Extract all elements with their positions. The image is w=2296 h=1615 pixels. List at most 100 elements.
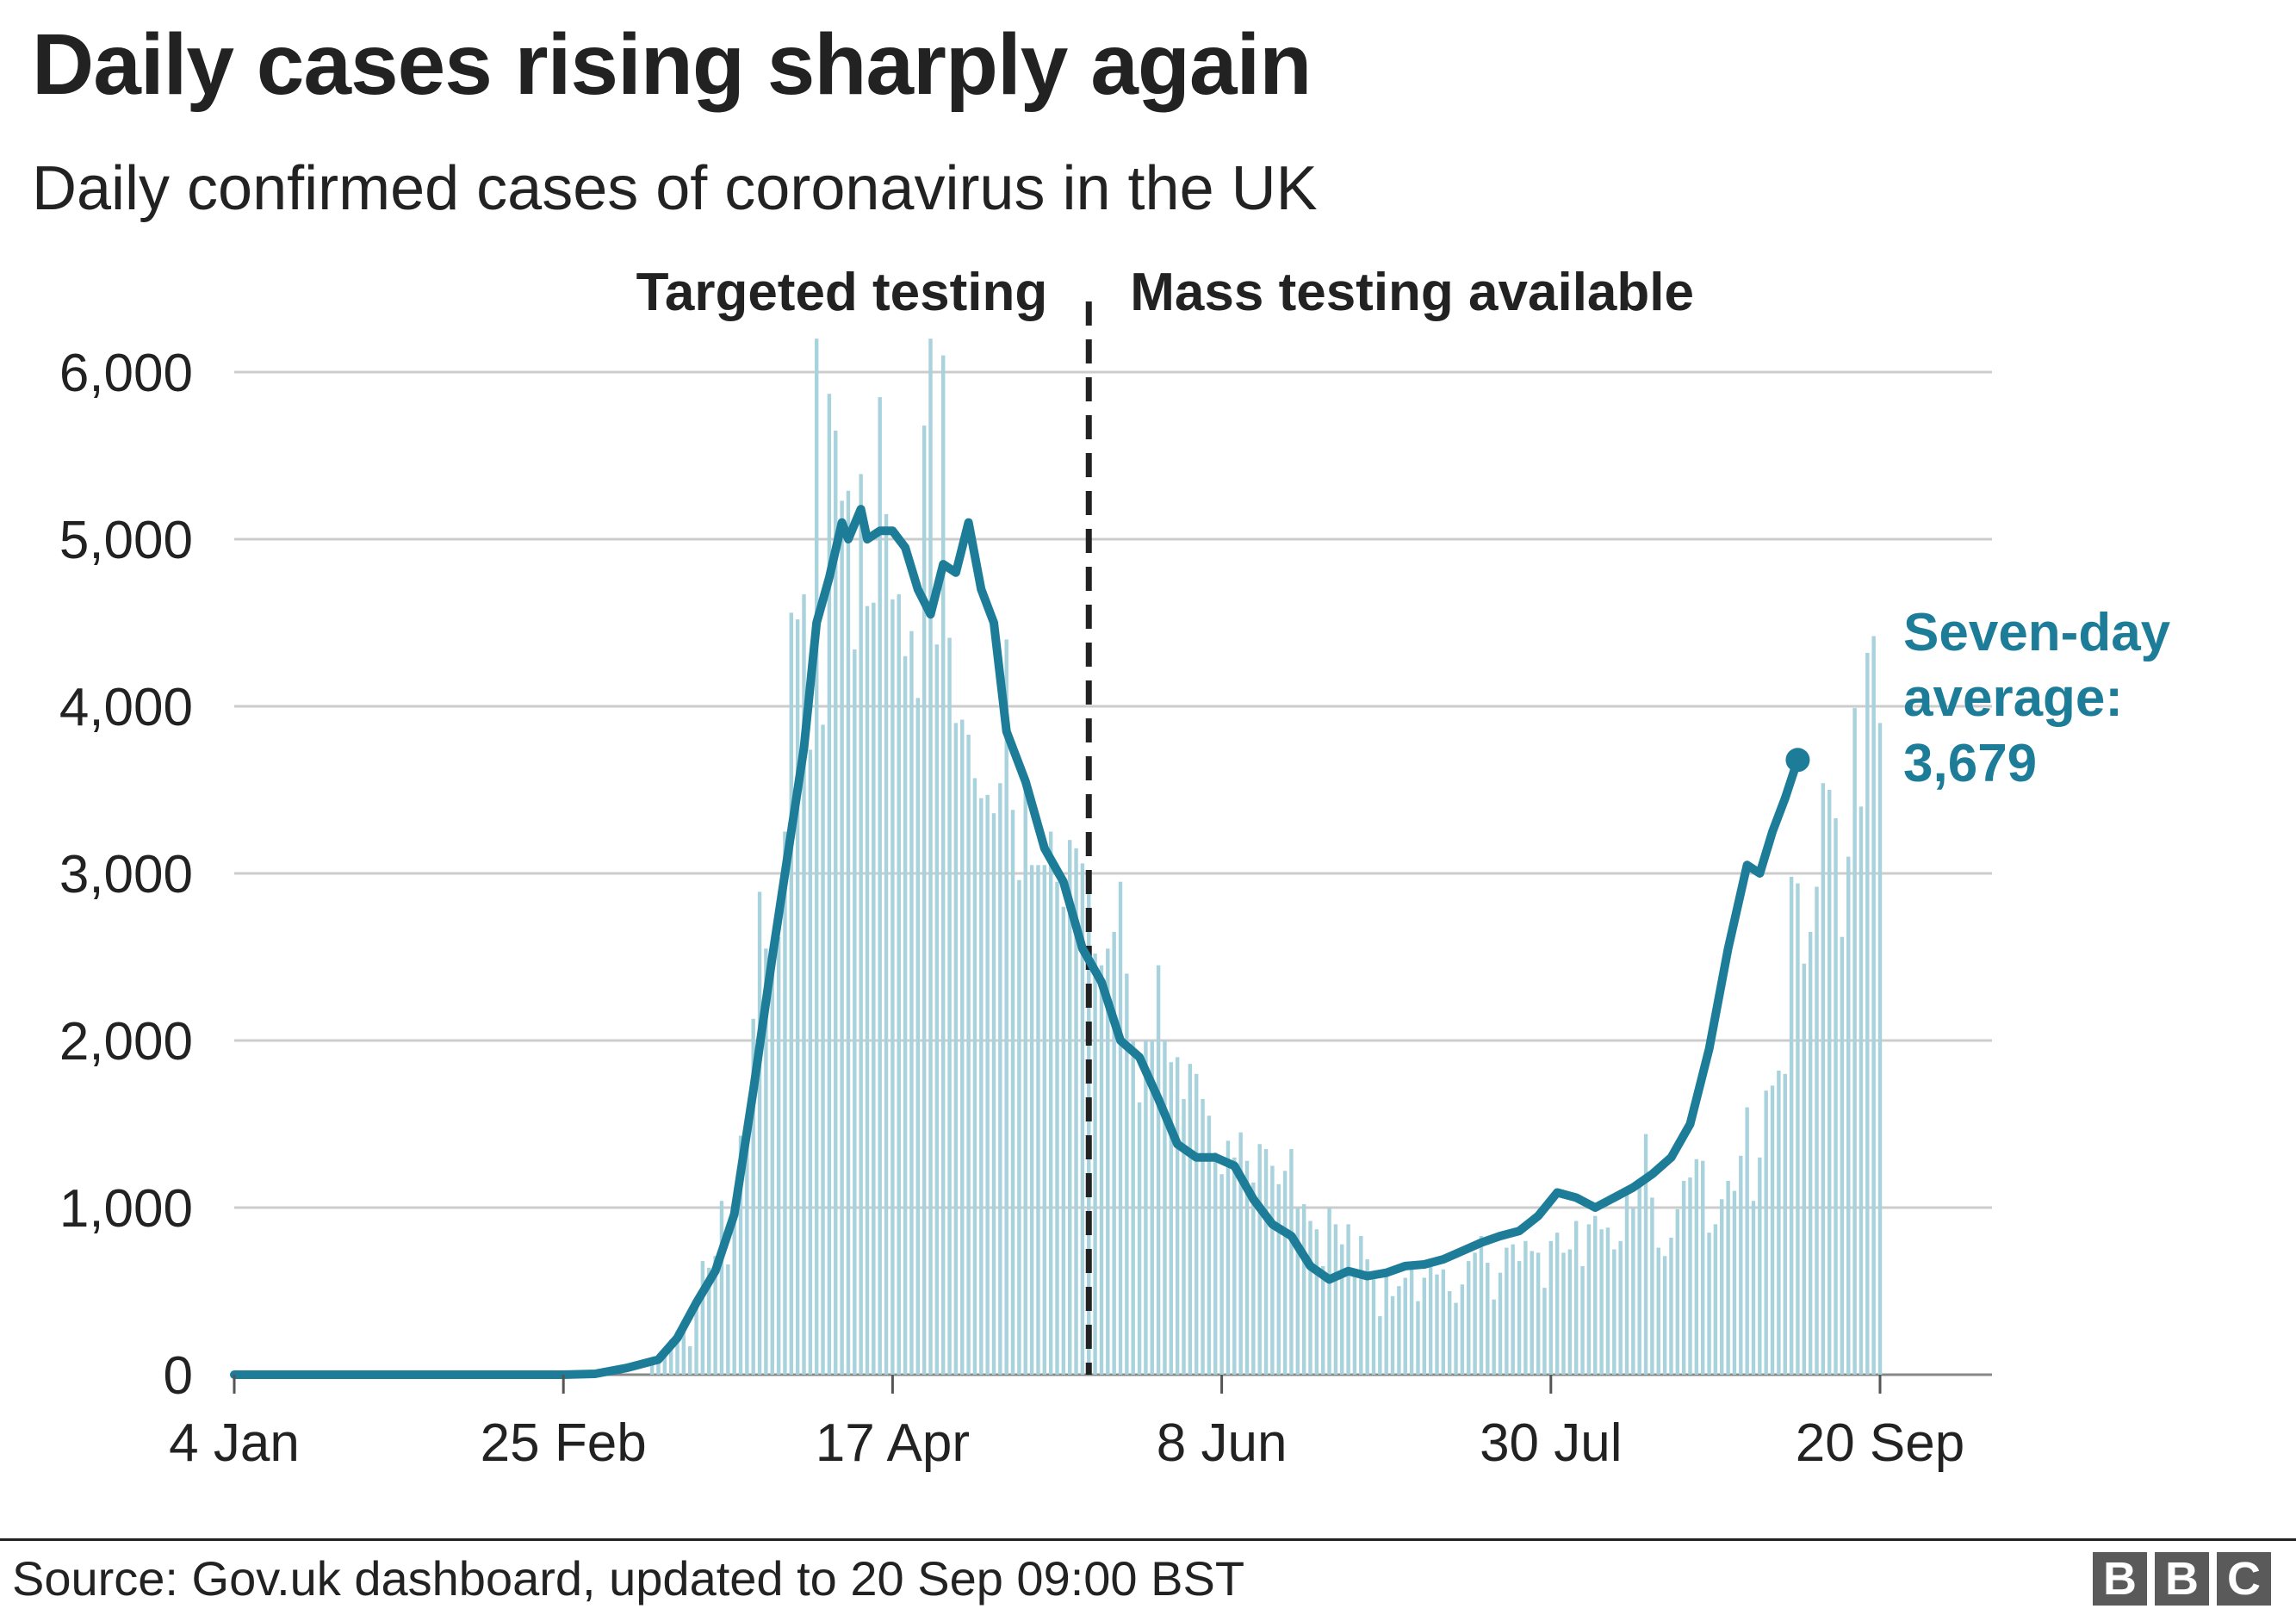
daily-cases-bar [1188,1064,1193,1375]
daily-cases-bar [1637,1182,1641,1375]
daily-cases-bar [1827,790,1832,1375]
daily-cases-bar [922,425,927,1376]
chart-area: 0 1,000 2,000 3,000 4,000 5,000 6,000 Targeted … [59,263,2171,1473]
y-tick-label: 0 [164,1346,193,1406]
footer-rule [0,1538,2296,1541]
daily-cases-bar [1201,1098,1205,1375]
daily-cases-bar [1523,1240,1528,1375]
daily-cases-bar [1815,886,1819,1375]
daily-cases-bar [1447,1291,1452,1375]
daily-cases-bar [802,594,806,1375]
daily-cases-bar [1612,1249,1617,1375]
daily-cases-bar [1207,1115,1212,1375]
daily-cases-bar [1144,1040,1148,1375]
daily-cases-bar [1042,865,1047,1375]
daily-cases-bar [1877,723,1883,1375]
daily-cases-bar [1871,636,1876,1375]
daily-cases-bar [1276,1183,1281,1375]
daily-cases-bar [1530,1251,1534,1375]
daily-cases-bar [1093,953,1097,1375]
daily-cases-bar [1036,865,1040,1375]
daily-cases-bar [1846,856,1851,1375]
daily-cases-bar [1397,1286,1401,1375]
daily-cases-bar [1055,881,1059,1375]
daily-cases-bar [726,1264,730,1375]
daily-cases-bar [1764,1090,1768,1375]
daily-cases-bar [1700,1160,1705,1375]
bbc-logo-letter: C [2217,1552,2271,1606]
daily-cases-bar [1416,1301,1420,1375]
daily-cases-bar [770,957,774,1375]
daily-cases-bar [1390,1295,1395,1375]
daily-cases-bar [1834,817,1838,1375]
daily-cases-bar [1340,1244,1344,1375]
daily-cases-bar [1327,1208,1331,1375]
daily-cases-bar [1840,936,1845,1375]
daily-cases-bar [1783,1073,1787,1375]
daily-cases-bar [776,936,781,1375]
daily-cases-bar [713,1256,717,1375]
daily-cases-bar [1554,1233,1560,1375]
daily-cases-bar [707,1267,711,1375]
x-tick-label: 30 Jul [1480,1413,1622,1473]
daily-cases-bar [1289,1149,1294,1375]
daily-cases-bar [1365,1259,1369,1375]
daily-cases-bar [1688,1177,1692,1375]
daily-cases-bar [687,1346,692,1375]
daily-cases-bar [846,490,851,1375]
daily-cases-bar [1301,1204,1306,1375]
daily-cases-bar [1182,1098,1186,1375]
daily-cases-bar [1777,1070,1781,1375]
daily-cases-bar [1333,1224,1338,1375]
daily-cases-bar [1467,1261,1471,1375]
daily-cases-bar [1492,1299,1496,1375]
daily-cases-bar [662,1354,667,1375]
daily-cases-bar [903,655,908,1375]
daily-cases-bar [694,1306,698,1375]
daily-cases-bar [1125,973,1129,1375]
daily-cases-bar [1263,1149,1269,1375]
daily-cases-bar [668,1339,673,1375]
daily-cases-bar [1067,840,1072,1375]
daily-cases-bar [1821,783,1826,1375]
daily-cases-bar [1536,1252,1541,1375]
daily-cases-bar [1498,1272,1503,1375]
daily-cases-bar [783,831,787,1375]
x-tick-label: 8 Jun [1157,1413,1288,1473]
daily-cases-bar [649,1364,655,1375]
daily-cases-bar [795,619,800,1375]
daily-cases-bar [1745,1107,1749,1375]
daily-cases-bar [897,594,901,1375]
daily-cases-bar [1010,810,1015,1375]
daily-cases-bar [1605,1227,1610,1375]
daily-cases-bar [1137,1102,1142,1375]
daily-cases-bar [1593,1215,1598,1375]
daily-cases-bar [890,599,895,1375]
daily-cases-bar [953,723,959,1375]
daily-cases-bar [675,1331,679,1375]
daily-cases-bar [1567,1249,1573,1375]
seven-day-average-annotation: 3,679 [1903,734,2037,793]
chart-subtitle: Daily confirmed cases of coronavirus in … [32,154,1318,223]
daily-cases-bar [1865,652,1870,1375]
daily-cases-bar [1808,931,1813,1375]
daily-cases-bar [1675,1208,1680,1375]
daily-cases-bar [1460,1284,1465,1375]
daily-cases-bar [757,891,762,1375]
daily-cases-bar [1150,1040,1154,1375]
daily-cases-bar [1428,1265,1433,1375]
daily-cases-bar [1802,963,1807,1375]
daily-cases-bar [1346,1224,1350,1375]
targeted-testing-label: Targeted testing [636,263,1048,322]
chart-title: Daily cases rising sharply again [32,16,1312,113]
y-tick-label: 6,000 [59,344,193,403]
daily-cases-bar [656,1363,661,1375]
daily-cases-bar [1099,965,1104,1375]
daily-cases-bar [1796,883,1800,1375]
daily-cases-bar [878,397,882,1376]
daily-cases-bar [789,612,794,1375]
daily-cases-bar [1669,1237,1673,1375]
daily-cases-bar [1713,1224,1718,1375]
daily-cases-bar [814,339,819,1376]
daily-cases-bar [1131,1040,1135,1375]
